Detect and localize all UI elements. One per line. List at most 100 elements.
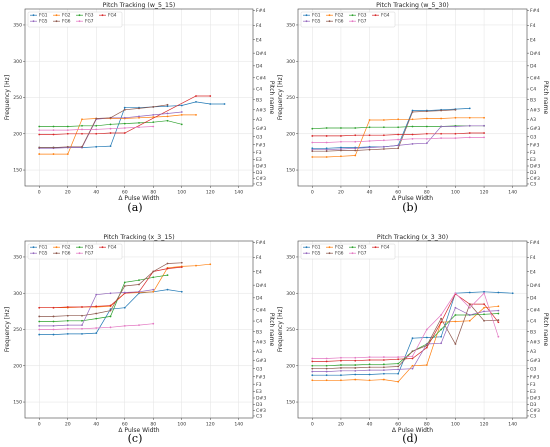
pitch-tick-label: F#4 [256,8,265,14]
data-point [81,132,83,135]
data-point [325,141,328,144]
data-point [411,137,414,140]
data-point [468,136,471,139]
data-point [325,379,328,382]
data-point [354,378,357,381]
pitch-tick-label: E4 [530,37,536,43]
data-point [440,109,443,112]
x-tick-label: 60 [122,190,128,196]
data-point [311,147,314,150]
data-point [38,306,41,309]
data-point [440,132,443,135]
x-tick-label: 40 [93,190,99,196]
x-tick-label: 120 [480,190,489,196]
data-point [382,134,385,137]
data-point [411,125,414,128]
pitch-tick-label: A#3 [530,107,540,113]
pitch-tick-label: G3 [256,366,263,372]
data-point [311,156,314,158]
data-point [382,363,385,366]
data-point [468,314,471,316]
pitch-tick-label: D4 [530,63,537,69]
y-axis-label: Frequency [Hz] [277,307,284,352]
pitch-tick-label: E4 [256,37,262,43]
data-point [152,288,155,291]
data-point [497,291,500,294]
data-point [397,133,400,136]
pitch-tick-label: C3 [256,414,262,420]
data-point [382,359,385,361]
x-tick-label: 80 [424,190,430,196]
y-tick-label: 350 [286,255,295,261]
data-point [325,360,328,363]
data-point [38,129,41,132]
legend-marker [374,246,377,249]
legend: FG1 FG2 FG3 FG4 FG5 FG6 FG7 [300,11,396,28]
legend-entry: FG1 [39,245,48,251]
data-point [411,357,414,360]
data-point [411,143,414,145]
legend: FG1 FG2 FG3 FG4 FG5 FG6 FG7 [27,243,123,260]
x-tick-label: 40 [367,190,373,196]
x-tick-label: 120 [206,190,215,196]
data-point [425,142,428,145]
data-point [340,367,342,369]
data-point [311,370,314,373]
data-point [109,132,112,134]
pitch-tick-label: A3 [256,117,262,123]
legend-marker [351,246,354,249]
data-point [325,127,328,129]
data-point [138,290,140,293]
legend: FG1 FG2 FG3 FG4 FG5 FG6 FG7 [300,243,396,260]
data-point [81,327,83,330]
data-point [354,373,357,376]
x-axis-label: Δ Pulse Width [392,195,433,202]
data-point [138,116,140,119]
series-line [39,104,168,148]
legend-marker [328,252,331,255]
y2-axis-label: Pitch name [268,81,275,115]
legend-marker [351,252,354,255]
series-line [39,274,168,322]
data-point [354,369,357,372]
data-point [66,319,69,322]
data-point [440,314,443,316]
data-point [166,267,169,270]
legend-entry: FG1 [312,245,321,251]
data-point [95,124,98,127]
data-point [123,306,126,309]
data-point [454,132,457,135]
legend-entry: FG2 [62,13,71,19]
data-point [340,140,342,143]
data-point [180,104,183,107]
pitch-tick-label: D3 [530,170,537,176]
pitch-tick-label: F3 [256,150,262,156]
data-point [52,328,55,331]
data-point [52,153,55,155]
data-point [152,114,155,116]
legend-entry: FG3 [358,245,367,251]
pitch-tick-label: C#4 [256,75,266,81]
pitch-tick-label: E4 [256,269,262,275]
legend-box [300,11,396,28]
pitch-tick-label: B3 [530,97,536,103]
legend-entry: FG4 [108,245,117,251]
data-point [411,118,414,121]
pitch-tick-label: G3 [530,366,537,372]
legend-marker [305,246,308,249]
x-tick-label: 80 [424,422,430,428]
data-point [497,335,500,338]
data-point [180,111,183,113]
legend-marker [78,20,81,23]
data-point [152,125,155,128]
data-point [411,109,414,112]
y-tick-label: 150 [286,400,295,406]
x-tick-label: 140 [234,422,243,428]
data-point [354,149,357,152]
pitch-tick-label: C4 [256,87,262,93]
data-point [152,276,155,279]
pitch-tick-label: C#4 [256,307,266,313]
pitch-tick-label: F#4 [256,240,265,246]
data-point [397,138,400,141]
pitch-tick-label: G#3 [256,358,266,364]
